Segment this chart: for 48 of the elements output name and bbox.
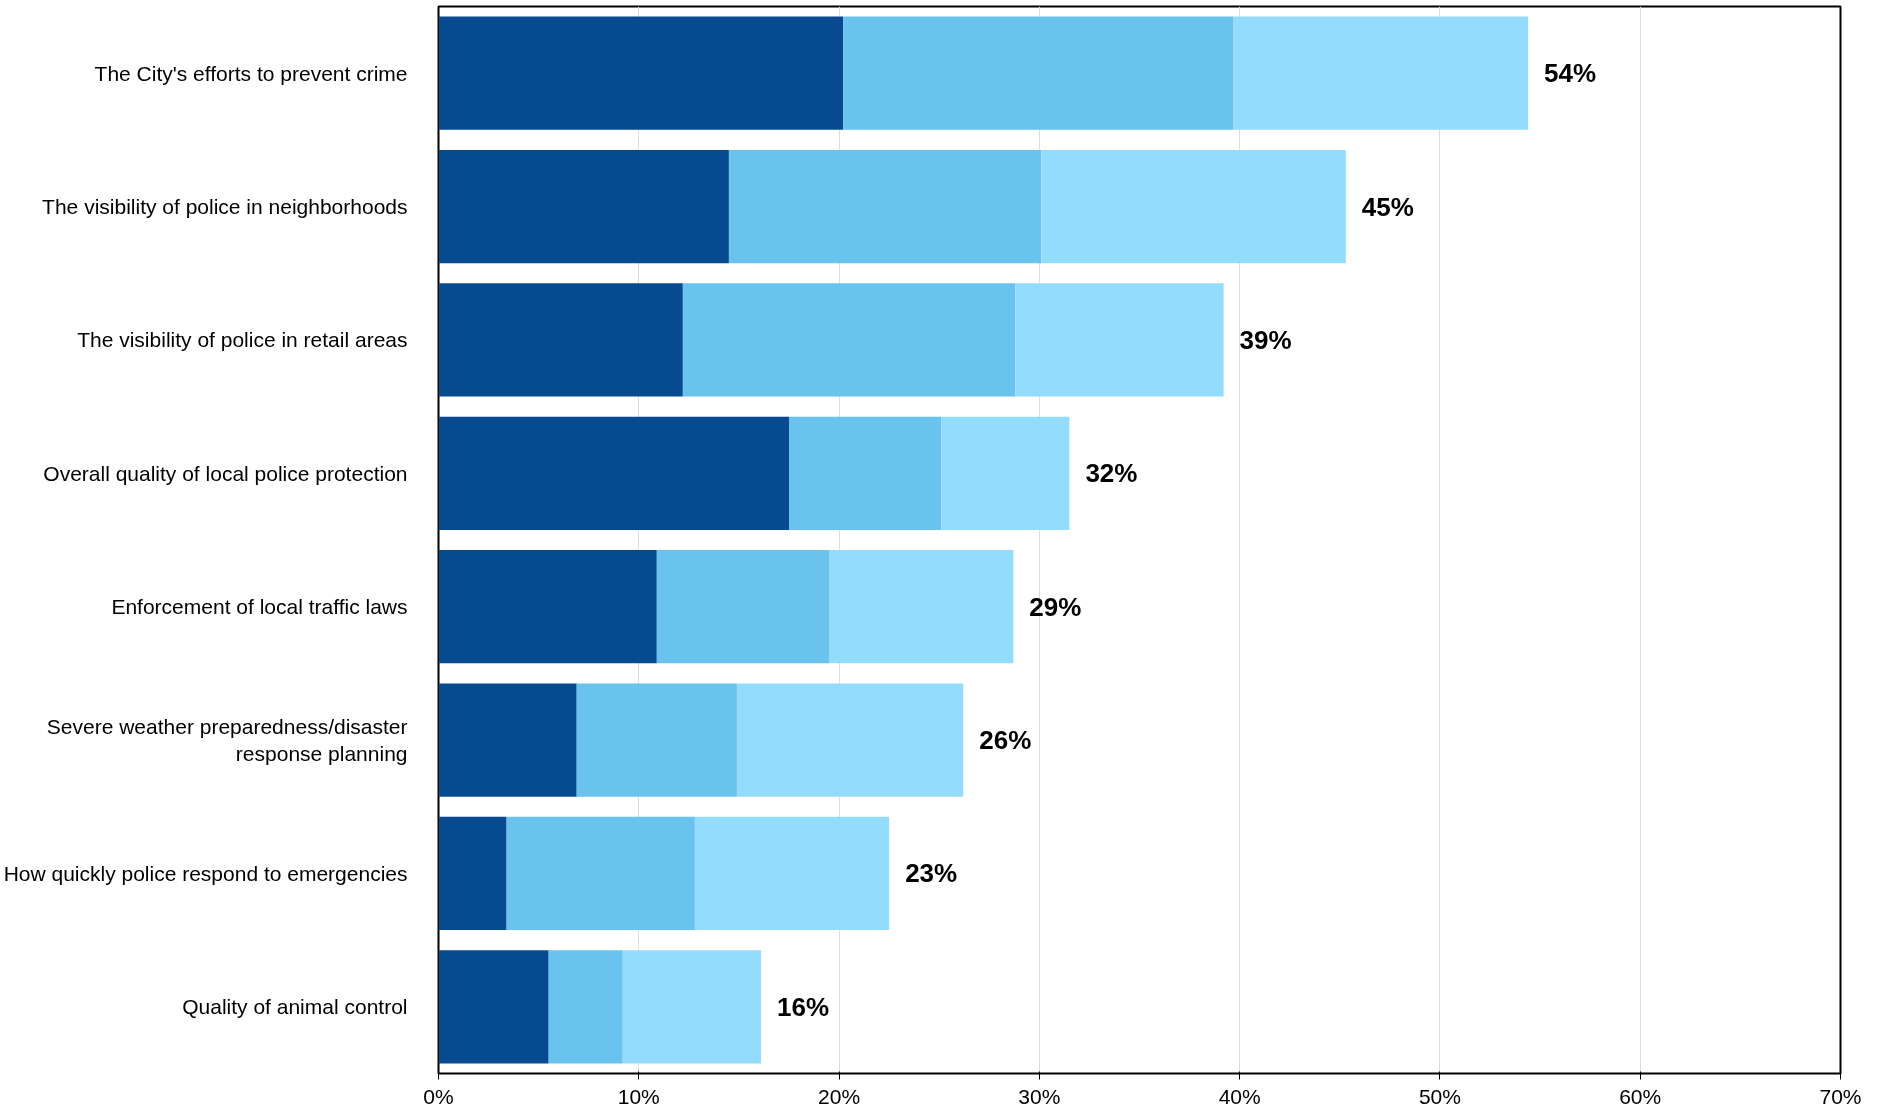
total-label: 16% <box>776 991 830 1022</box>
y-tick-label: The visibility of police in retail areas <box>77 328 408 352</box>
x-tick-label: 20% <box>818 1084 861 1108</box>
bar <box>1041 149 1346 264</box>
bar <box>941 416 1070 530</box>
bar <box>438 283 683 397</box>
y-tick-label: The visibility of police in neighborhoods <box>42 195 408 219</box>
bar <box>656 550 830 664</box>
bar <box>1233 16 1529 130</box>
x-tick-label: 10% <box>617 1084 660 1108</box>
total-label: 54% <box>1544 58 1597 89</box>
x-tick-label: 0% <box>423 1084 454 1108</box>
y-tick-label: How quickly police respond to emergencies <box>3 861 408 885</box>
bar <box>694 816 890 931</box>
bar <box>438 816 507 931</box>
bar <box>438 950 549 1064</box>
bar <box>548 950 623 1064</box>
bar <box>438 416 789 530</box>
y-tick-label: Overall quality of local police protection <box>43 461 408 485</box>
x-tick-label: 50% <box>1418 1084 1461 1108</box>
bar <box>682 283 1016 397</box>
bar <box>576 683 737 797</box>
bar <box>438 16 844 130</box>
total-label: 32% <box>1085 458 1138 489</box>
bar <box>843 16 1234 130</box>
bar <box>1015 283 1224 397</box>
bar <box>438 149 729 264</box>
bar <box>728 149 1042 264</box>
x-tick-label: 30% <box>1018 1084 1061 1108</box>
x-tick-label: 60% <box>1619 1084 1662 1108</box>
y-tick-label: Quality of animal control <box>182 995 408 1019</box>
y-tick-label: Severe weather preparedness/disaster response planning <box>46 714 408 766</box>
bar <box>736 683 964 797</box>
x-tick-label: 40% <box>1218 1084 1261 1108</box>
bar <box>438 683 577 797</box>
bar <box>622 950 761 1064</box>
y-tick-label: Enforcement of local traffic laws <box>111 595 408 619</box>
total-label: 26% <box>979 725 1032 756</box>
bar <box>789 416 942 530</box>
total-label: 39% <box>1239 324 1292 355</box>
total-label: 23% <box>905 858 958 889</box>
bar <box>438 550 657 664</box>
y-tick-label: The City's efforts to prevent crime <box>94 61 408 85</box>
total-label: 45% <box>1361 191 1414 222</box>
bar <box>506 816 695 931</box>
total-label: 29% <box>1029 591 1082 622</box>
bar <box>829 550 1014 664</box>
x-tick-label: 70% <box>1819 1084 1862 1108</box>
